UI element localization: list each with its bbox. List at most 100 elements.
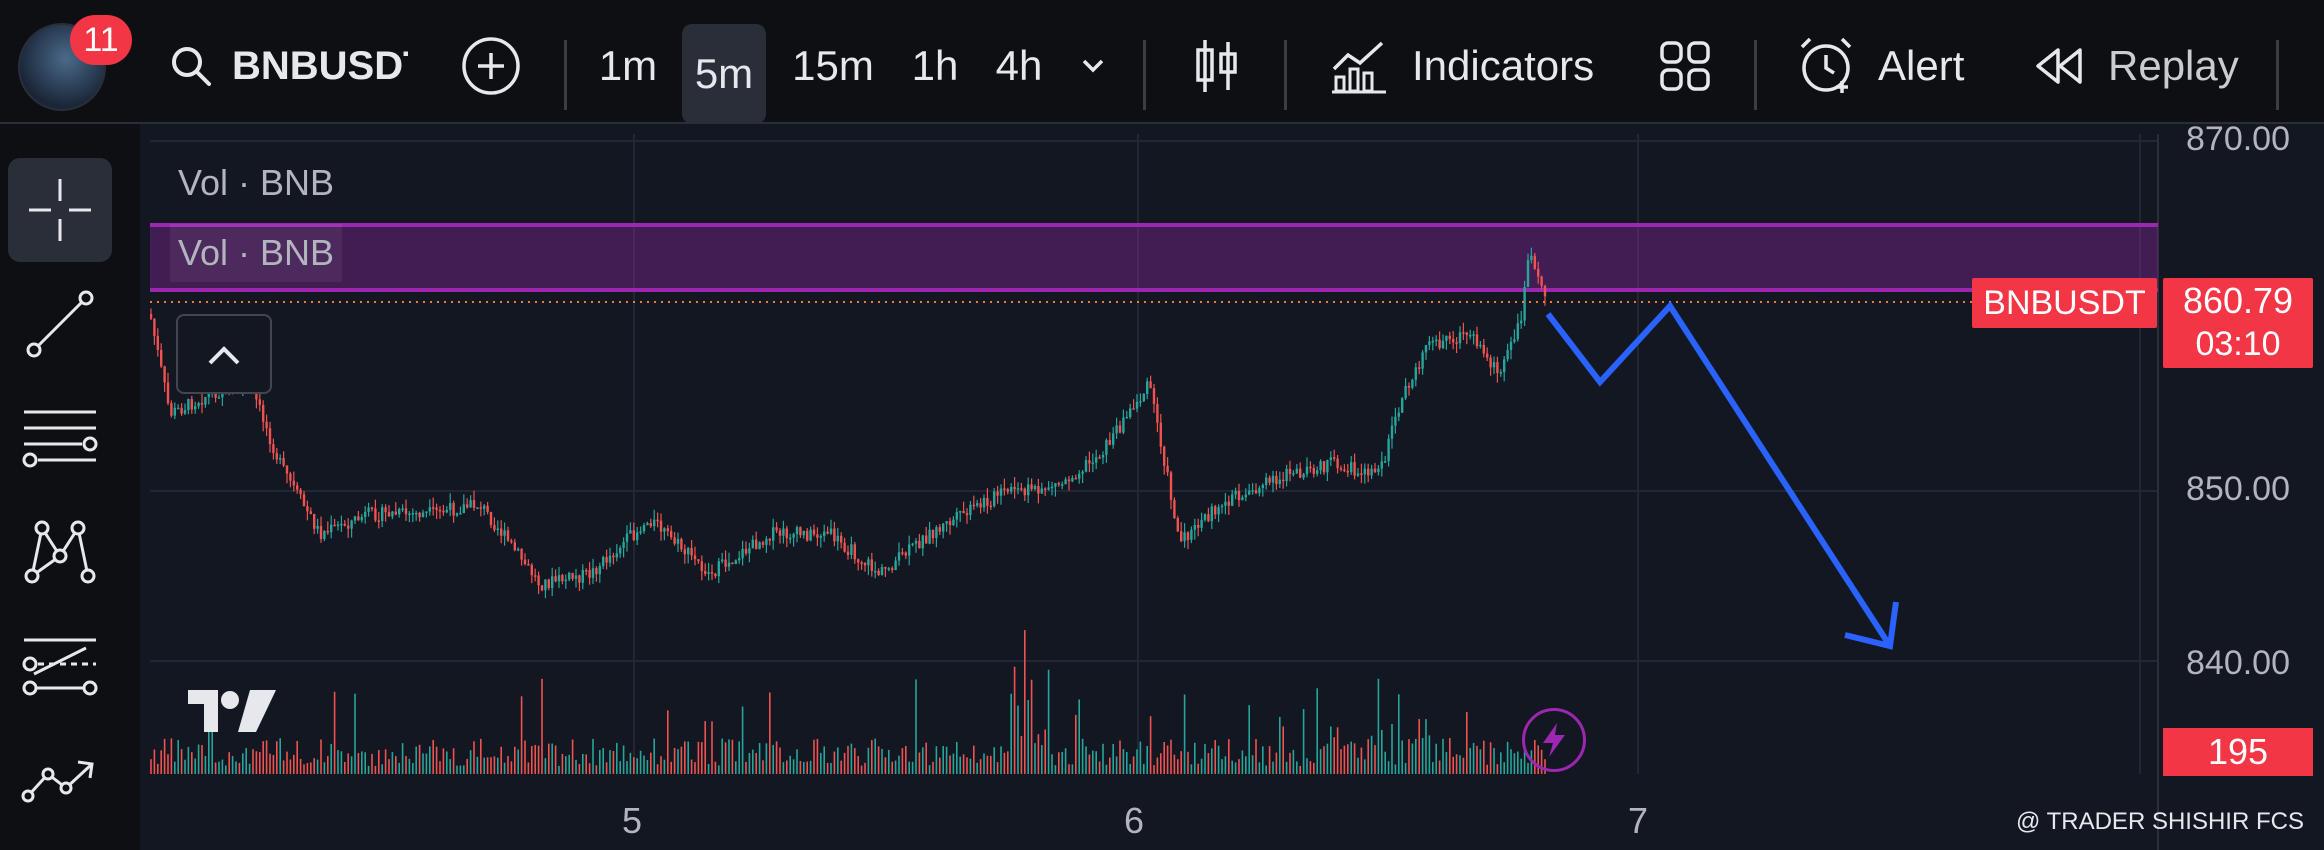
watermark: @ TRADER SHISHIR FCS (2016, 808, 2304, 835)
candle (425, 511, 428, 513)
candle (183, 410, 187, 414)
candle (653, 519, 656, 527)
candle (476, 507, 479, 509)
candle (438, 509, 442, 512)
symbol-label: BNBUSDT (232, 43, 408, 88)
collapse-legend-button[interactable] (176, 314, 272, 394)
candle (1387, 438, 1390, 462)
resistance-zone[interactable] (150, 224, 2158, 290)
chart-pane[interactable]: Vol · BNB Vol · BNB (150, 134, 2324, 850)
candle (578, 575, 581, 583)
crosshair-tool[interactable] (8, 158, 112, 262)
candle (721, 559, 724, 562)
candle (724, 559, 727, 567)
candle (1513, 339, 1516, 342)
candle (1329, 457, 1332, 461)
horizontal-lines-icon (22, 410, 98, 468)
candle (1441, 340, 1445, 349)
candle (462, 504, 465, 514)
interval-4h[interactable]: 4h (995, 42, 1043, 89)
candle (1397, 412, 1400, 417)
candle (1040, 488, 1043, 494)
candle (1227, 501, 1230, 506)
candle (1322, 461, 1326, 473)
layouts-button[interactable] (1658, 10, 1712, 122)
pattern-tool[interactable] (8, 500, 112, 604)
candle (863, 562, 867, 566)
candle (408, 513, 411, 516)
projection-path[interactable] (1545, 301, 1893, 648)
interval-15m[interactable]: 15m (792, 42, 874, 89)
candle (853, 544, 856, 560)
candle (285, 465, 289, 474)
candle (935, 527, 938, 539)
candle (843, 542, 846, 552)
candle (1057, 483, 1060, 485)
candle (680, 538, 683, 550)
symbol-search[interactable]: BNBUSDT (168, 10, 408, 122)
last-price: 860.79 (2182, 280, 2294, 321)
candle (1343, 469, 1346, 472)
candle (1244, 494, 1247, 498)
candle (993, 491, 996, 507)
candle (1220, 505, 1224, 508)
candle (1326, 460, 1329, 473)
candle (605, 557, 608, 563)
candle (840, 535, 843, 543)
forecast-tool[interactable] (8, 614, 112, 718)
candle (1316, 470, 1319, 474)
chevron-up-icon (208, 346, 240, 365)
candle (537, 575, 540, 586)
candle (554, 576, 557, 582)
candle (391, 511, 394, 517)
candle (1265, 477, 1268, 486)
candle (901, 552, 904, 554)
interval-5m[interactable]: 5m (682, 24, 766, 124)
candle (1445, 335, 1448, 341)
interval-dropdown[interactable] (1078, 10, 1108, 122)
candle (1299, 468, 1302, 478)
candle (1526, 259, 1530, 287)
interval-1m[interactable]: 1m (598, 42, 658, 89)
candle (707, 572, 710, 574)
candle (353, 516, 357, 521)
candle (1207, 514, 1210, 522)
lightning-button[interactable] (1522, 708, 1586, 772)
separator (1284, 40, 1287, 110)
candle (1428, 341, 1431, 346)
candle (1217, 507, 1220, 515)
bar-countdown: 03:10 (2195, 325, 2281, 363)
candle (561, 575, 564, 582)
interval-1h[interactable]: 1h (911, 42, 959, 89)
indicators-button[interactable]: Indicators (1330, 10, 1594, 122)
candle (1339, 468, 1343, 470)
candle (1180, 531, 1183, 542)
candle (1091, 462, 1094, 465)
candle (557, 575, 561, 582)
chart-type-button[interactable] (1190, 10, 1244, 122)
candle (799, 527, 802, 536)
candle (197, 403, 200, 407)
candle (527, 564, 530, 566)
candle (1108, 440, 1111, 445)
candle (360, 517, 363, 521)
path-tool[interactable] (8, 728, 112, 832)
candle (877, 570, 880, 575)
price-chart[interactable] (150, 134, 2324, 850)
fib-retracement-tool[interactable] (8, 386, 112, 490)
alert-button[interactable]: Alert (1796, 10, 1964, 122)
candle (986, 497, 989, 506)
candle (1159, 422, 1162, 447)
trend-line-tool[interactable] (8, 272, 112, 376)
top-toolbar: 11 BNBUSDT 1m 5m 15m 1h 4h Indicators Al… (0, 10, 2324, 124)
indicators-label: Indicators (1412, 42, 1595, 89)
candle (1101, 454, 1105, 458)
candle (768, 538, 771, 541)
candle (782, 528, 785, 536)
candle (1543, 285, 1547, 297)
candle (517, 548, 520, 551)
candle (319, 526, 323, 540)
candle (523, 559, 527, 565)
replay-button[interactable]: Replay (2032, 10, 2239, 122)
add-symbol-button[interactable] (460, 10, 522, 122)
